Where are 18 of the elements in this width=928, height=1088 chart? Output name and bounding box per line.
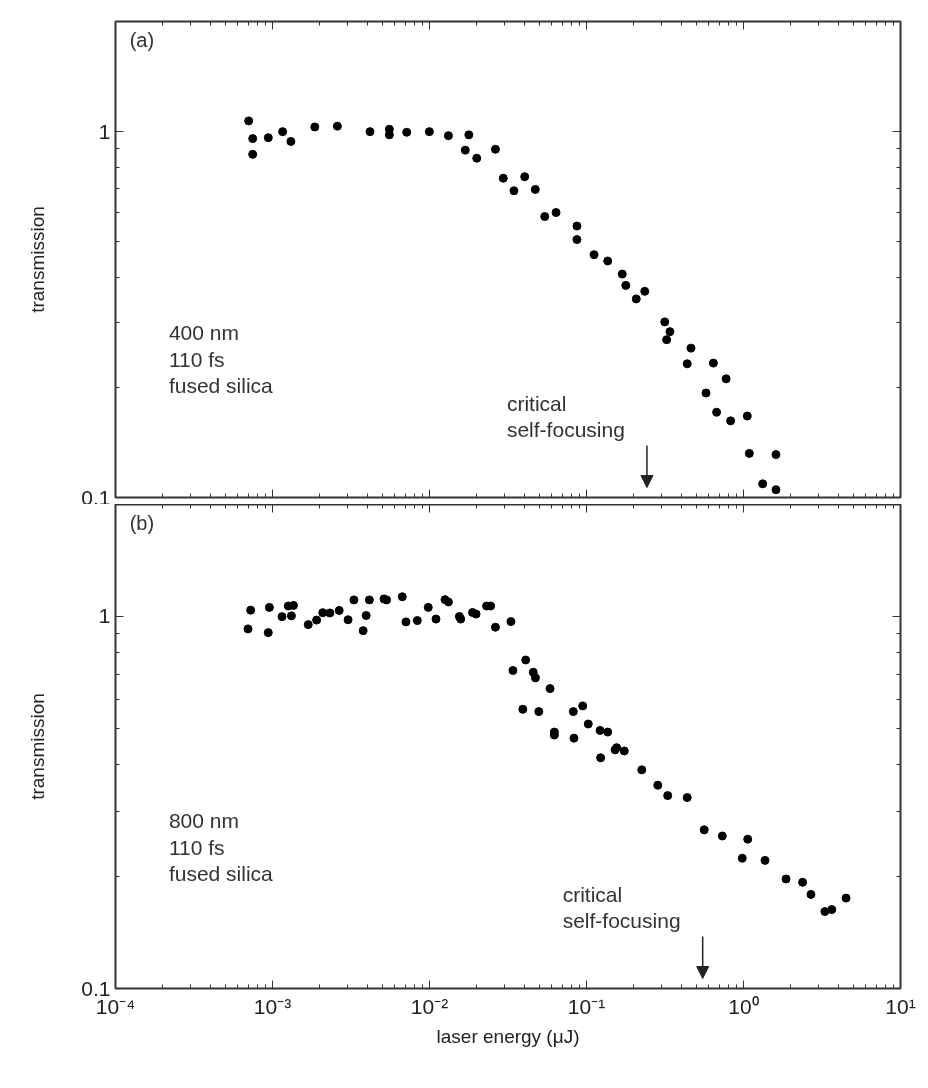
x-tick-label: 10⁻² <box>410 994 449 1018</box>
x-tick-label: 10¹ <box>885 994 916 1018</box>
annotation: 400 nm 110 fs fused silica <box>168 321 274 398</box>
annotation: 800 nm 110 fs fused silica <box>168 809 274 886</box>
annotation: (b) <box>129 511 155 534</box>
y-tick-label: 1 <box>98 604 111 628</box>
y-tick-label: 0.1 <box>81 976 111 1000</box>
y-axis-title: transmission <box>27 693 49 800</box>
x-tick-label: 10⁻³ <box>253 994 292 1018</box>
x-tick-label: 10⁻¹ <box>567 994 606 1018</box>
y-axis-title: transmission <box>27 206 49 313</box>
annotation: critical self-focusing <box>506 392 625 442</box>
x-axis-title: laser energy (μJ) <box>436 1025 580 1047</box>
annotation: critical self-focusing <box>562 883 681 933</box>
x-tick-label: 10⁰ <box>728 994 759 1018</box>
y-tick-label: 1 <box>98 119 111 143</box>
y-tick-label: 0.1 <box>81 485 111 509</box>
annotation: (a) <box>129 28 155 51</box>
